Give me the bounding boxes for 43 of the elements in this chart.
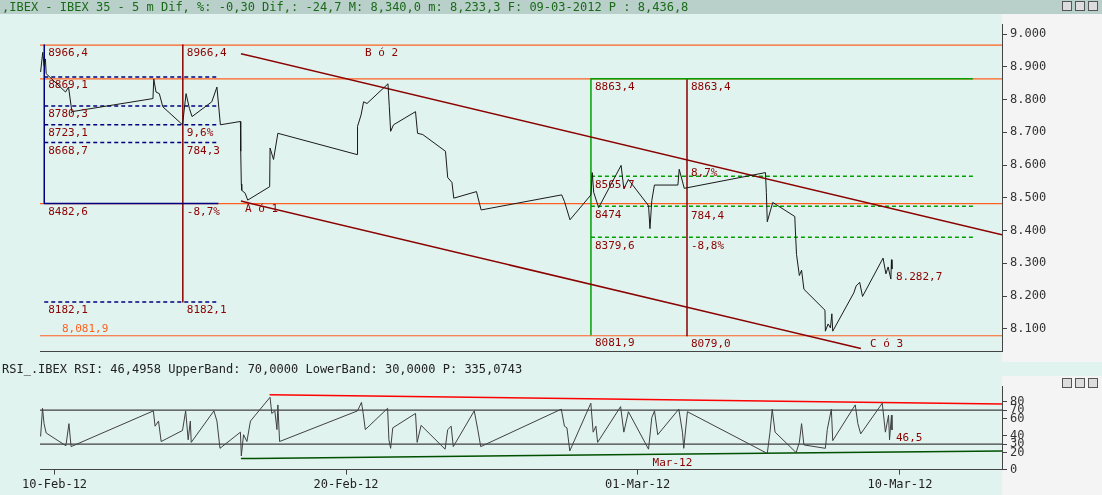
- annotation: 8863,4: [594, 80, 636, 94]
- annotation: 8182,1: [186, 303, 227, 317]
- x-tick-label: 01-Mar-12: [605, 476, 671, 491]
- ref-line-label: 8,081,9: [62, 322, 109, 336]
- x-tick-label: 10-Mar-12: [867, 476, 933, 491]
- annotation: Mar-12: [652, 455, 693, 469]
- annotation: 8863,4: [691, 80, 732, 94]
- annotation: 8081,9: [594, 336, 635, 350]
- y-tick-label: 0: [1010, 461, 1018, 476]
- x-tick-label: 20-Feb-12: [313, 476, 379, 491]
- annotation: 8,7%: [691, 166, 718, 180]
- annotation: 9,6%: [186, 126, 214, 140]
- y-tick-label: 8.100: [1010, 320, 1047, 335]
- chart-title: RSI_.IBEX RSI: 46,4958 UpperBand: 70,0000 LowerBand: 30,0000 P: 335,0743: [0, 362, 1102, 376]
- annotation: 8966,4: [186, 46, 227, 60]
- y-tick-label: 8.200: [1010, 288, 1047, 303]
- annotation: 8482,6: [48, 204, 88, 218]
- annotation: 8379,6: [594, 238, 635, 252]
- annotation: 8474: [594, 207, 622, 221]
- annotation: 784,3: [186, 143, 220, 157]
- x-tick-label: 10-Feb-12: [22, 476, 88, 491]
- annotation: -8,7%: [186, 204, 221, 218]
- y-tick-label: 8.800: [1010, 91, 1047, 106]
- y-tick-label: 8.900: [1010, 58, 1047, 73]
- y-tick-label: 8.600: [1010, 157, 1047, 172]
- y-tick-label: 8.300: [1010, 255, 1047, 270]
- annotation: B ó 2: [365, 46, 399, 60]
- annotation: 784,4: [691, 209, 725, 223]
- annotation: 8079,0: [691, 337, 731, 351]
- annotation: 8668,7: [48, 143, 88, 157]
- annotation: 8723,1: [48, 126, 88, 140]
- y-tick-label: 8.500: [1010, 189, 1047, 204]
- annotation: 8966,4: [48, 46, 89, 60]
- y-tick-label: 8.700: [1010, 124, 1047, 139]
- annotation: 8.282,7: [895, 270, 943, 284]
- annotation: 46,5: [895, 431, 923, 445]
- y-tick-label: 9.000: [1010, 26, 1047, 41]
- annotation: -8,8%: [691, 238, 725, 252]
- annotation: C ó 3: [869, 337, 904, 351]
- chart-title: ,IBEX - IBEX 35 - 5 m Dif, %: -0,30 Dif,: -24,7 M: 8,340,0 m: 8,233,3 F: 09-03-2012 P : 8,436,8: [0, 0, 1102, 14]
- annotation: 8780,3: [48, 107, 88, 121]
- annotation: 8182,1: [48, 303, 88, 317]
- y-tick-label: 8.400: [1010, 222, 1047, 237]
